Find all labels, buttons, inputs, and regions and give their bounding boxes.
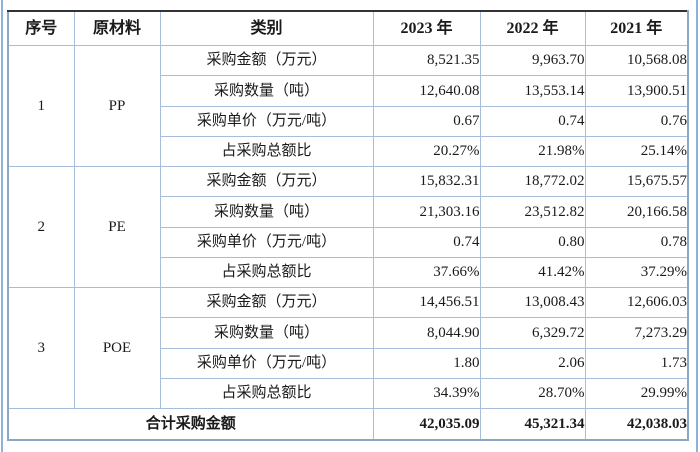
value-cell: 0.76: [584, 105, 689, 137]
category-label: 采购单价（万元/吨）: [159, 347, 374, 379]
header-index: 序号: [7, 10, 75, 46]
value-cell: 8,521.35: [372, 44, 481, 77]
value-cell: 0.78: [584, 226, 689, 258]
value-cell: 9,963.70: [479, 44, 586, 77]
value-cell: 28.70%: [479, 377, 586, 410]
value-cell: 8,044.90: [372, 317, 481, 349]
header-year-2022: 2022 年: [479, 10, 586, 46]
table-row: 3 POE 采购金额（万元） 14,456.51 13,008.43 12,60…: [7, 286, 689, 409]
category-label: 采购数量（吨）: [159, 317, 374, 349]
total-value-2023: 42,035.09: [372, 408, 481, 441]
value-cell: 41.42%: [479, 256, 586, 289]
value-cell: 10,568.08: [584, 44, 689, 77]
value-cell: 18,772.02: [479, 165, 586, 198]
table-row: 采购单价（万元/吨） 1.80 2.06 1.73: [8, 347, 689, 379]
table-row: 采购单价（万元/吨） 0.74 0.80 0.78: [8, 226, 689, 258]
group-index: 3: [7, 287, 75, 409]
page-border-left: [1, 0, 3, 452]
value-cell: 6,329.72: [479, 317, 586, 349]
header-year-2023: 2023 年: [372, 10, 481, 46]
value-cell: 14,456.51: [372, 286, 481, 319]
category-label: 采购数量（吨）: [159, 75, 374, 107]
table-footer-row: 合计采购金额 42,035.09 45,321.34 42,038.03: [7, 408, 689, 441]
material-name: POE: [73, 287, 161, 409]
table-row: 占采购总额比 20.27% 21.98% 25.14%: [8, 135, 689, 168]
table-row: 采购数量（吨） 12,640.08 13,553.14 13,900.51: [8, 75, 689, 107]
category-label: 占采购总额比: [159, 256, 374, 289]
total-label: 合计采购金额: [7, 408, 374, 441]
value-cell: 20,166.58: [584, 196, 689, 228]
value-cell: 12,606.03: [584, 286, 689, 319]
table-row: 1 PP 采购金额（万元） 8,521.35 9,963.70 10,568.0…: [7, 44, 689, 167]
category-label: 采购单价（万元/吨）: [159, 226, 374, 258]
value-cell: 37.29%: [584, 256, 689, 289]
value-cell: 2.06: [479, 347, 586, 379]
category-label: 采购金额（万元）: [159, 286, 374, 319]
value-cell: 13,008.43: [479, 286, 586, 319]
value-cell: 21.98%: [479, 135, 586, 168]
value-cell: 25.14%: [584, 135, 689, 168]
table-row: 采购数量（吨） 21,303.16 23,512.82 20,166.58: [8, 196, 689, 228]
header-category: 类别: [159, 10, 374, 46]
table-row: 采购数量（吨） 8,044.90 6,329.72 7,273.29: [8, 317, 689, 349]
table-row: 占采购总额比 34.39% 28.70% 29.99%: [8, 377, 689, 410]
table-row: 采购单价（万元/吨） 0.67 0.74 0.76: [8, 105, 689, 137]
value-cell: 15,832.31: [372, 165, 481, 198]
value-cell: 29.99%: [584, 377, 689, 410]
value-cell: 20.27%: [372, 135, 481, 168]
page-border-right: [696, 0, 698, 452]
value-cell: 1.80: [372, 347, 481, 379]
value-cell: 0.74: [372, 226, 481, 258]
total-value-2022: 45,321.34: [479, 408, 586, 441]
value-cell: 1.73: [584, 347, 689, 379]
material-name: PE: [73, 166, 161, 288]
value-cell: 7,273.29: [584, 317, 689, 349]
category-label: 占采购总额比: [159, 135, 374, 168]
header-material: 原材料: [73, 10, 161, 46]
category-label: 占采购总额比: [159, 377, 374, 410]
value-cell: 34.39%: [372, 377, 481, 410]
table-row: 2 PE 采购金额（万元） 15,832.31 18,772.02 15,675…: [7, 165, 689, 288]
total-value-2021: 42,038.03: [584, 408, 689, 441]
category-label: 采购金额（万元）: [159, 165, 374, 198]
value-cell: 23,512.82: [479, 196, 586, 228]
group-index: 2: [7, 166, 75, 288]
value-cell: 12,640.08: [372, 75, 481, 107]
group-index: 1: [7, 45, 75, 167]
value-cell: 15,675.57: [584, 165, 689, 198]
table-header-row: 序号 原材料 类别 2023 年 2022 年 2021 年: [7, 10, 689, 46]
table-row: 占采购总额比 37.66% 41.42% 37.29%: [8, 256, 689, 289]
value-cell: 21,303.16: [372, 196, 481, 228]
value-cell: 0.74: [479, 105, 586, 137]
value-cell: 13,900.51: [584, 75, 689, 107]
category-label: 采购数量（吨）: [159, 196, 374, 228]
category-label: 采购金额（万元）: [159, 44, 374, 77]
category-label: 采购单价（万元/吨）: [159, 105, 374, 137]
procurement-table: 序号 原材料 类别 2023 年 2022 年 2021 年 1 PP 采购金额…: [7, 10, 689, 441]
header-year-2021: 2021 年: [584, 10, 689, 46]
material-name: PP: [73, 45, 161, 167]
value-cell: 0.67: [372, 105, 481, 137]
value-cell: 13,553.14: [479, 75, 586, 107]
value-cell: 37.66%: [372, 256, 481, 289]
value-cell: 0.80: [479, 226, 586, 258]
